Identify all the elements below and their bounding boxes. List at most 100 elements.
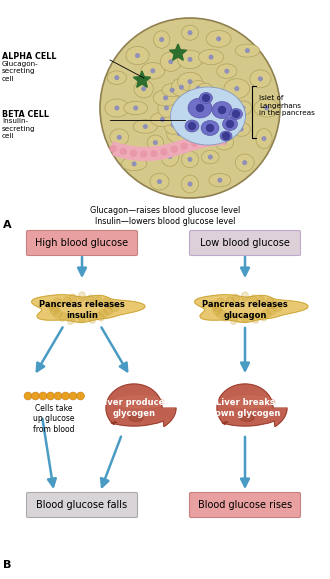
Text: Insulin-
secreting
cell: Insulin- secreting cell <box>2 118 36 139</box>
Ellipse shape <box>222 313 230 321</box>
Circle shape <box>161 118 164 121</box>
Ellipse shape <box>124 101 148 115</box>
FancyBboxPatch shape <box>189 493 301 518</box>
Circle shape <box>209 106 213 110</box>
Ellipse shape <box>188 98 212 118</box>
Circle shape <box>235 87 239 90</box>
Ellipse shape <box>201 120 219 135</box>
Circle shape <box>196 104 204 112</box>
Text: ALPHA CELL: ALPHA CELL <box>2 52 56 61</box>
Circle shape <box>171 123 175 127</box>
Ellipse shape <box>249 295 257 304</box>
Ellipse shape <box>201 108 220 124</box>
Text: Insulin—lowers blood glucose level: Insulin—lowers blood glucose level <box>95 217 235 226</box>
Circle shape <box>222 135 228 141</box>
Text: Blood glucose rises: Blood glucose rises <box>198 500 292 510</box>
Text: Glucagon-
secreting
cell: Glucagon- secreting cell <box>2 61 39 82</box>
Circle shape <box>160 38 163 41</box>
Ellipse shape <box>273 305 282 312</box>
Circle shape <box>203 94 210 101</box>
Ellipse shape <box>167 124 192 143</box>
Ellipse shape <box>79 314 85 323</box>
Ellipse shape <box>47 301 55 308</box>
Circle shape <box>188 182 192 186</box>
Circle shape <box>243 161 247 164</box>
Ellipse shape <box>50 307 59 315</box>
Ellipse shape <box>265 298 274 306</box>
Ellipse shape <box>158 98 175 118</box>
Ellipse shape <box>102 298 111 306</box>
Circle shape <box>188 80 192 83</box>
Ellipse shape <box>104 307 113 314</box>
Circle shape <box>209 98 213 101</box>
Ellipse shape <box>256 129 272 149</box>
Circle shape <box>246 49 249 52</box>
Ellipse shape <box>235 44 260 57</box>
Ellipse shape <box>189 80 207 97</box>
Text: Pancreas releases
insulin: Pancreas releases insulin <box>39 301 125 320</box>
Circle shape <box>136 54 139 57</box>
Circle shape <box>69 392 77 400</box>
Circle shape <box>262 137 266 141</box>
Text: A: A <box>3 220 12 230</box>
Ellipse shape <box>178 72 202 91</box>
Text: Islet of
Langerhans
in the pancreas: Islet of Langerhans in the pancreas <box>259 96 315 116</box>
Ellipse shape <box>254 99 280 117</box>
Circle shape <box>61 392 70 400</box>
Circle shape <box>120 148 126 154</box>
Ellipse shape <box>126 46 149 65</box>
Ellipse shape <box>199 50 223 65</box>
Ellipse shape <box>195 83 215 103</box>
Circle shape <box>180 86 183 89</box>
Circle shape <box>209 155 212 159</box>
Ellipse shape <box>114 396 164 408</box>
Circle shape <box>54 392 62 400</box>
Ellipse shape <box>79 292 85 301</box>
Ellipse shape <box>259 313 267 321</box>
Ellipse shape <box>224 79 249 98</box>
Circle shape <box>115 106 119 110</box>
Circle shape <box>151 69 154 72</box>
Circle shape <box>203 91 207 95</box>
Circle shape <box>188 127 192 130</box>
Ellipse shape <box>182 175 198 193</box>
Circle shape <box>47 392 54 400</box>
Ellipse shape <box>209 174 231 187</box>
Ellipse shape <box>227 297 234 305</box>
Ellipse shape <box>217 64 237 78</box>
Ellipse shape <box>162 83 182 97</box>
Ellipse shape <box>182 25 198 40</box>
Polygon shape <box>133 71 150 87</box>
Ellipse shape <box>210 301 218 308</box>
Ellipse shape <box>147 135 164 151</box>
Circle shape <box>218 178 222 182</box>
Circle shape <box>134 106 138 110</box>
Polygon shape <box>169 44 186 60</box>
Ellipse shape <box>200 92 221 107</box>
Circle shape <box>31 392 40 400</box>
Circle shape <box>115 76 118 79</box>
Circle shape <box>241 106 245 110</box>
Circle shape <box>169 60 173 64</box>
Polygon shape <box>113 131 225 160</box>
Circle shape <box>181 143 187 149</box>
Circle shape <box>165 106 168 110</box>
Ellipse shape <box>200 93 213 104</box>
Circle shape <box>100 18 280 198</box>
Ellipse shape <box>150 112 174 127</box>
Circle shape <box>130 150 137 156</box>
Circle shape <box>117 135 121 139</box>
Text: Liver breaks
down glycogen: Liver breaks down glycogen <box>209 398 281 417</box>
Ellipse shape <box>129 415 143 422</box>
Ellipse shape <box>178 121 203 135</box>
Ellipse shape <box>213 307 222 315</box>
Ellipse shape <box>233 294 240 303</box>
Ellipse shape <box>134 80 153 98</box>
FancyBboxPatch shape <box>189 230 301 255</box>
Text: Glucagon—raises blood glucose level: Glucagon—raises blood glucose level <box>90 206 240 215</box>
Ellipse shape <box>153 90 178 106</box>
Circle shape <box>207 124 214 131</box>
Circle shape <box>164 96 167 100</box>
Text: Blood glucose falls: Blood glucose falls <box>36 500 128 510</box>
Polygon shape <box>106 384 176 427</box>
